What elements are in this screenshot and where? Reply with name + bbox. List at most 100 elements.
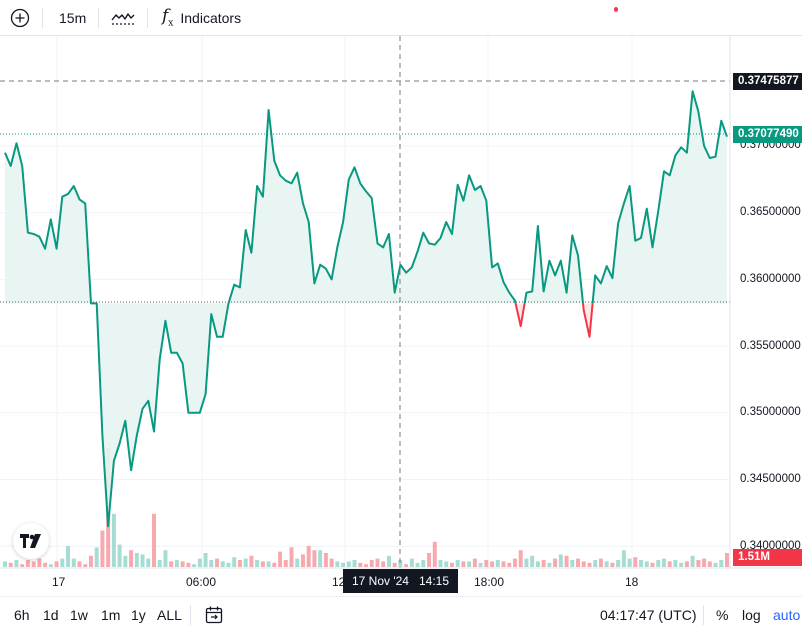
volume-bar xyxy=(472,558,477,567)
volume-bar xyxy=(163,550,168,567)
volume-bar xyxy=(547,562,552,567)
volume-bar xyxy=(707,561,712,567)
price-line xyxy=(4,90,728,528)
clock-timezone-button[interactable]: 04:17:47 (UTC) xyxy=(600,606,697,623)
volume-bar xyxy=(616,560,621,567)
area-fill-up xyxy=(592,91,727,304)
auto-toggle[interactable]: auto xyxy=(773,606,801,623)
volume-bar xyxy=(392,562,397,567)
area-fill-up xyxy=(5,110,516,527)
volume-bar xyxy=(346,561,351,567)
price-line-up xyxy=(4,109,517,528)
volume-bar xyxy=(8,562,13,567)
go-to-date-button[interactable] xyxy=(204,597,224,632)
crosshair-price-tag: 0.37475877 xyxy=(733,73,802,90)
volume-bar xyxy=(123,555,128,567)
volume-bar xyxy=(530,555,535,567)
volume-bar xyxy=(352,560,357,567)
range-all-button[interactable]: ALL xyxy=(157,606,182,623)
toolbar-divider xyxy=(98,8,99,28)
bottombar-divider xyxy=(703,605,704,625)
volume-bar xyxy=(111,513,116,567)
volume-bar xyxy=(702,558,707,567)
volume-bar xyxy=(66,546,71,567)
volume-bar xyxy=(409,558,414,567)
volume-bar xyxy=(449,562,454,567)
volume-bar xyxy=(306,546,311,567)
volume-bar xyxy=(88,555,93,567)
volume-bar xyxy=(558,554,563,567)
volume-bar xyxy=(369,560,374,567)
time-axis-label: 12 xyxy=(332,575,346,589)
volume-bar xyxy=(278,551,283,567)
time-axis-label: 17 xyxy=(52,575,66,589)
volume-bar xyxy=(518,550,523,567)
volume-bar xyxy=(226,562,231,567)
volume-bar xyxy=(719,560,724,567)
volume-bar xyxy=(644,561,649,567)
volume-bar xyxy=(197,558,202,567)
volume-bar xyxy=(232,557,237,567)
volume-bar xyxy=(564,555,569,567)
interval-button[interactable]: 15m xyxy=(59,0,86,35)
volume-bar xyxy=(341,562,346,567)
indicators-button[interactable]: fx Indicators xyxy=(162,0,241,35)
volume-bar xyxy=(415,562,420,567)
toolbar-border xyxy=(0,35,802,36)
volume-bar xyxy=(186,562,191,567)
line-chart-icon xyxy=(111,12,136,25)
volume-bar xyxy=(684,561,689,567)
volume-bar xyxy=(209,560,214,567)
volume-bar xyxy=(524,558,529,567)
range-6h-button[interactable]: 6h xyxy=(14,606,30,623)
chart-type-button[interactable] xyxy=(111,0,137,35)
volume-bar xyxy=(364,564,368,567)
volume-bar xyxy=(621,550,626,567)
add-symbol-button[interactable] xyxy=(10,0,30,35)
volume-bar xyxy=(14,560,19,567)
volume-bar xyxy=(117,544,122,567)
range-1m-button[interactable]: 1m xyxy=(101,606,121,623)
price-axis-label: 0.36000000 xyxy=(740,273,801,285)
volume-bar xyxy=(151,513,156,567)
volume-bar xyxy=(129,550,134,567)
volume-bar xyxy=(444,561,449,567)
volume-bar xyxy=(438,560,443,567)
range-1y-button[interactable]: 1y xyxy=(131,606,146,623)
time-axis-label: 18 xyxy=(625,575,639,589)
volume-bar xyxy=(300,554,305,567)
range-1w-button[interactable]: 1w xyxy=(70,606,88,623)
indicators-label: Indicators xyxy=(180,9,242,26)
plus-circle-icon xyxy=(10,8,30,27)
volume-bar xyxy=(495,560,500,567)
volume-bar xyxy=(455,560,460,567)
volume-bar xyxy=(272,562,277,567)
time-axis-label: 06:00 xyxy=(186,575,217,589)
percent-toggle[interactable]: % xyxy=(716,606,729,623)
volume-bar xyxy=(467,561,472,567)
tradingview-logo[interactable] xyxy=(13,523,49,559)
last-price-tag: 0.37077490 xyxy=(733,126,802,143)
range-1d-button[interactable]: 1d xyxy=(43,606,59,623)
volume-bar xyxy=(237,560,242,567)
volume-bar xyxy=(713,562,718,567)
volume-bar xyxy=(329,558,334,567)
volume-bar xyxy=(587,562,592,567)
volume-bar xyxy=(427,553,432,567)
volume-bar xyxy=(77,561,82,567)
volume-bar xyxy=(358,562,363,567)
volume-bar xyxy=(312,550,317,567)
volume-bar xyxy=(25,560,30,567)
volume-bar xyxy=(174,560,179,567)
volume-bar xyxy=(541,560,546,567)
volume-bar xyxy=(679,562,684,567)
price-axis-label: 0.35500000 xyxy=(740,340,801,352)
volume-bar xyxy=(461,561,466,567)
volume-bar xyxy=(667,561,672,567)
volume-bar xyxy=(690,555,695,567)
volume-bar xyxy=(157,560,162,567)
price-chart[interactable] xyxy=(0,0,802,597)
volume-bar xyxy=(71,558,76,567)
volume-bar xyxy=(381,561,386,567)
log-toggle[interactable]: log xyxy=(742,606,761,623)
